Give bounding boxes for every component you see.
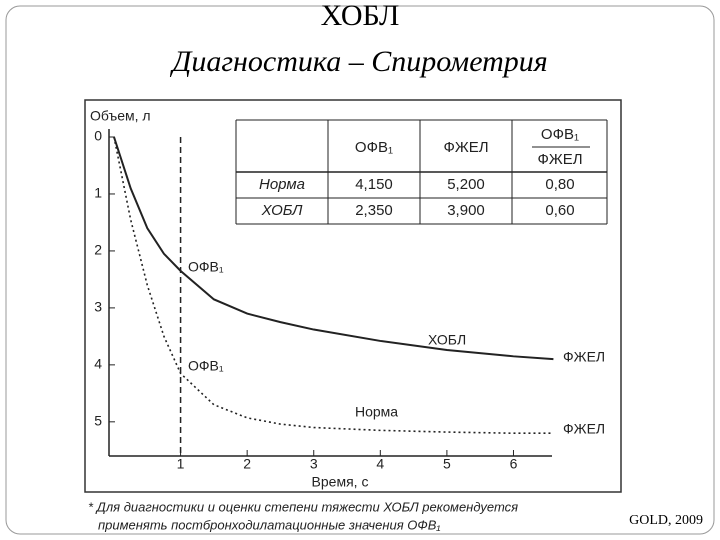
table-cell: 2,350 (355, 202, 393, 219)
footnote: * Для диагностики и оценки степени тяжес… (88, 499, 518, 514)
x-tick-label: 4 (376, 456, 384, 472)
table-header: ФЖЕЛ (537, 151, 582, 168)
table-header: ФЖЕЛ (443, 139, 488, 156)
table-cell: 3,900 (447, 202, 485, 219)
table: ОФВ₁ ФЖЕЛ ОФВ₁ ФЖЕЛ Норма 4,150 5,200 0,… (235, 119, 608, 225)
footnote: применять постбронходилатационные значен… (98, 517, 441, 532)
x-axis-label: Время, с (312, 474, 369, 490)
y-tick-label: 3 (94, 299, 102, 315)
y-tick-label: 5 (94, 413, 102, 429)
table-cell: 5,200 (447, 176, 485, 193)
slide-frame (5, 5, 715, 535)
annotation: ОФВ₁ (188, 358, 224, 374)
x-tick-label: 5 (443, 456, 451, 472)
x-tick-label: 2 (243, 456, 251, 472)
annotation: ОФВ₁ (188, 259, 224, 275)
table-cell: 0,60 (545, 202, 574, 219)
source: GOLD, 2009 (629, 513, 703, 528)
y-tick-label: 0 (94, 128, 102, 144)
table-cell: 4,150 (355, 176, 393, 193)
x-tick-label: 6 (510, 456, 518, 472)
table-cell: 0,80 (545, 176, 574, 193)
y-tick-label: 2 (94, 242, 102, 258)
y-axis-label: Объем, л (90, 108, 151, 124)
line-series (113, 136, 554, 435)
slide-subtitle: Диагностика – Спирометрия (169, 45, 547, 78)
y-tick-label: 1 (94, 185, 102, 201)
line-series (113, 136, 554, 361)
slide-title: ХОБЛ (321, 0, 400, 32)
annotation: Норма (355, 404, 398, 420)
annotation: ФЖЕЛ (563, 421, 605, 437)
row-label: ХОБЛ (261, 202, 303, 219)
x-tick-label: 1 (177, 456, 185, 472)
table-header: ОФВ₁ (355, 139, 393, 156)
chart-frame (84, 99, 622, 493)
row-label: Норма (259, 176, 305, 193)
y-tick-label: 4 (94, 356, 102, 372)
annotation: ФЖЕЛ (563, 349, 605, 365)
annotation: ХОБЛ (428, 332, 466, 348)
table-header: ОФВ₁ (541, 126, 579, 143)
x-tick-label: 3 (310, 456, 318, 472)
